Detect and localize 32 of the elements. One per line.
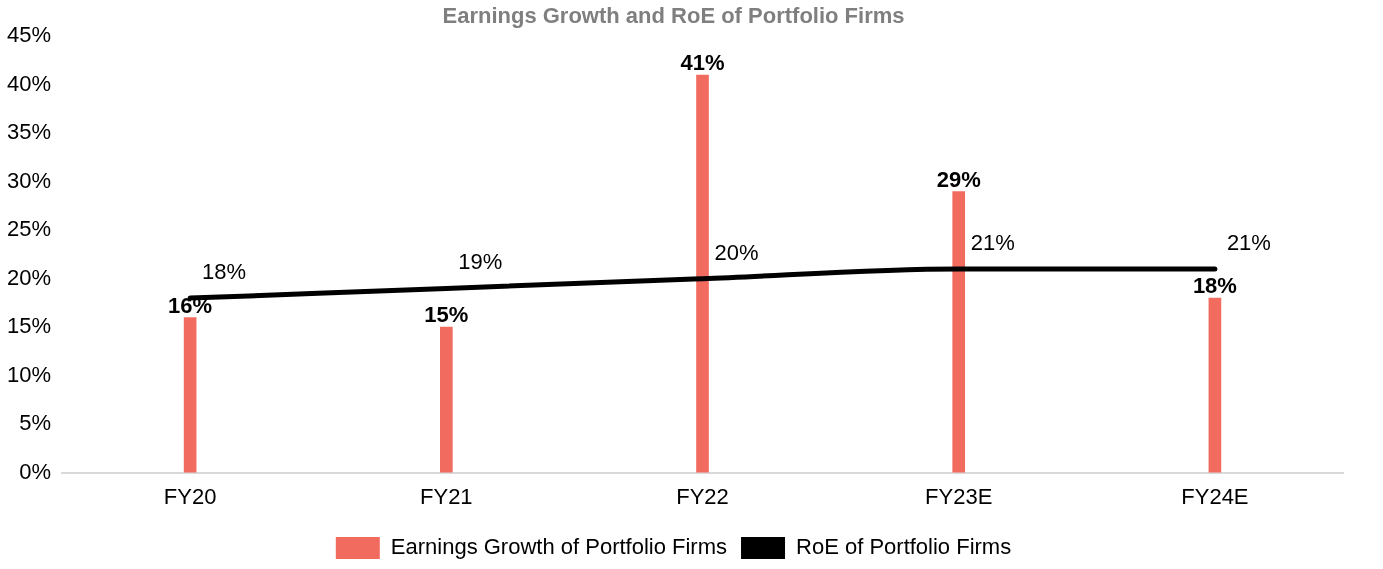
bar (696, 74, 709, 473)
legend-label: RoE of Portfolio Firms (796, 534, 1012, 560)
y-tick-label: 30% (6, 167, 52, 193)
data-label: 19% (458, 249, 503, 275)
y-tick-label: 0% (19, 458, 52, 484)
legend-label: Earnings Growth of Portfolio Firms (390, 534, 728, 560)
bar (439, 326, 453, 473)
data-label: 41% (680, 50, 725, 76)
x-tick-label: FY24E (1181, 483, 1249, 509)
x-tick-label: FY20 (163, 483, 217, 509)
bar (1208, 297, 1222, 473)
y-tick-label: 45% (6, 22, 52, 48)
data-label: 18% (1192, 273, 1237, 299)
x-tick-label: FY22 (676, 483, 729, 509)
bar (952, 191, 966, 473)
data-label: 29% (936, 166, 981, 192)
y-tick-label: 40% (6, 70, 52, 96)
x-tick-label: FY21 (420, 483, 473, 509)
y-tick-label: 10% (6, 361, 52, 387)
data-label: 18% (202, 259, 247, 285)
bar (183, 317, 197, 473)
chart-title: Earnings Growth and RoE of Portfolio Firms (442, 3, 905, 29)
y-tick-label: 20% (6, 264, 52, 290)
data-label: 15% (424, 302, 469, 328)
y-tick-label: 35% (6, 119, 52, 145)
data-label: 21% (1226, 230, 1271, 256)
y-tick-label: 5% (19, 410, 52, 436)
data-label: 21% (970, 230, 1015, 256)
y-tick-label: 15% (6, 313, 52, 339)
data-label: 20% (714, 239, 759, 265)
x-tick-label: FY23E (925, 483, 993, 509)
y-tick-label: 25% (6, 216, 52, 242)
